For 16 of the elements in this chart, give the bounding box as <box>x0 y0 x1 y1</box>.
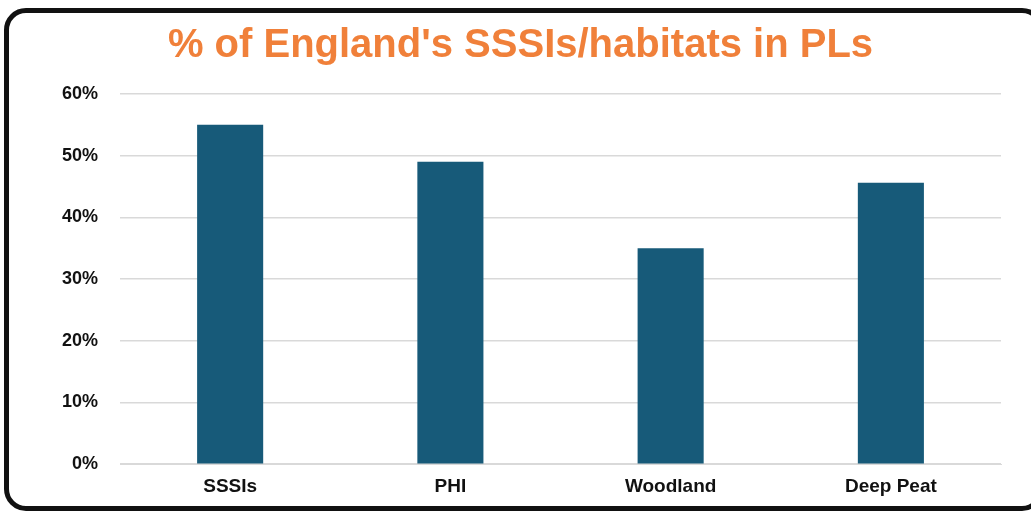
y-tick-label: 60% <box>62 82 99 103</box>
bar <box>857 182 924 464</box>
y-tick-label: 30% <box>62 268 99 289</box>
y-tick-label: 50% <box>62 144 99 165</box>
bar <box>637 248 704 464</box>
bar <box>197 124 264 464</box>
y-tick-label: 40% <box>62 206 99 227</box>
y-tick-label: 0% <box>72 453 99 474</box>
chart-title: % of England's SSSIs/habitats in PLs <box>167 21 874 66</box>
x-tick-label: SSSIs <box>203 474 258 496</box>
x-tick-label: PHI <box>434 474 467 496</box>
y-tick-label: 20% <box>62 329 99 350</box>
y-tick-label: 10% <box>62 391 99 412</box>
bar <box>417 161 484 464</box>
x-tick-label: Woodland <box>624 474 717 496</box>
x-tick-label: Deep Peat <box>844 474 938 496</box>
